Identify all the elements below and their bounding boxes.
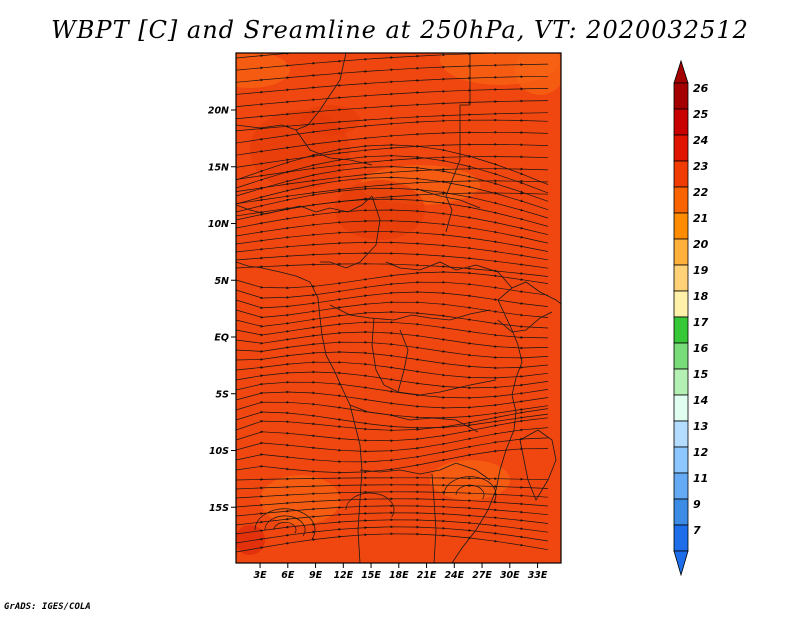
colorbar-cell [673, 342, 689, 370]
lon-tick-label: 6E [281, 570, 295, 581]
lon-tick-label: 9E [309, 570, 323, 581]
colorbar-label: 9 [693, 498, 701, 511]
colorbar-label: 22 [693, 186, 709, 199]
coastline [519, 429, 557, 501]
colorbar-cell [673, 108, 689, 136]
colorbar-label: 19 [693, 264, 709, 277]
colorbar-cell [673, 290, 689, 318]
streamline [236, 251, 549, 269]
colorbar-label: 24 [693, 134, 708, 147]
colorbar-label: 16 [693, 342, 709, 355]
colorbar-label: 23 [693, 160, 709, 173]
coastline [359, 462, 491, 481]
colorbar-cell [673, 394, 689, 422]
streamline [236, 504, 549, 517]
colorbar-cell [673, 420, 689, 448]
field-patch [515, 53, 561, 95]
colorbar-cell [673, 160, 689, 188]
colorbar-cell [673, 238, 689, 266]
colorbar-bottom-arrow [673, 550, 689, 577]
lat-tick-label: 15S [209, 503, 229, 514]
coastline [419, 189, 481, 209]
colorbar-cell [673, 524, 689, 552]
coastline [445, 53, 471, 233]
colorbar-label: 13 [693, 420, 709, 433]
coastline [236, 124, 373, 166]
colorbar-cell [673, 82, 689, 110]
lat-tick-label: EQ [214, 333, 229, 344]
streamline [236, 476, 549, 481]
colorbar-label: 21 [693, 212, 708, 225]
colorbar-label: 11 [693, 472, 708, 485]
lat-tick-label: 15N [208, 162, 229, 173]
field-patch [236, 525, 265, 555]
colorbar-cell [673, 472, 689, 500]
coastline [236, 195, 373, 215]
streamlines [236, 53, 549, 553]
lat-tick-label: 10N [208, 219, 229, 230]
lat-tick-label: 10S [209, 446, 229, 457]
coastline [295, 53, 347, 131]
chart-title: WBPT [C] and Sreamline at 250hPa, VT: 20… [51, 16, 749, 44]
coastline [320, 195, 381, 269]
coastline [451, 299, 523, 563]
coastline [497, 311, 553, 333]
coastline [329, 304, 491, 321]
colorbar-cell [673, 186, 689, 214]
colorbar-top-arrow [673, 59, 689, 84]
colorbar-label: 25 [693, 108, 709, 121]
streamline [236, 532, 549, 553]
field-patch [260, 475, 340, 525]
coastlines-borders [236, 53, 561, 563]
colorbar-label: 15 [693, 368, 709, 381]
colorbar-cell [673, 446, 689, 474]
lon-tick-label: 30E [500, 570, 520, 581]
coastline [431, 473, 437, 563]
lon-tick-label: 33E [528, 570, 548, 581]
colorbar-label: 14 [693, 394, 708, 407]
lon-tick-label: 24E [444, 570, 464, 581]
colorbar-label: 12 [693, 446, 709, 459]
colorbar-cell [673, 498, 689, 526]
lon-tick-label: 12E [333, 570, 353, 581]
lat-tick-label: 20N [208, 106, 229, 117]
colorbar-cell [673, 264, 689, 292]
lon-tick-label: 18E [389, 570, 409, 581]
colorbar-label: 20 [693, 238, 709, 251]
grads-credit: GrADS: IGES/COLA [4, 602, 91, 612]
lat-tick-label: 5N [214, 276, 229, 287]
wbpt-field [236, 53, 561, 563]
field-patch [300, 105, 360, 135]
coastline [385, 261, 513, 289]
colorbar-label: 18 [693, 290, 709, 303]
lon-tick-label: 3E [253, 570, 267, 581]
streamline [236, 497, 549, 508]
colorbar-cell [673, 212, 689, 240]
streamline [236, 483, 549, 490]
field-patch [236, 53, 290, 88]
streamline [236, 490, 549, 499]
coastline [349, 404, 479, 433]
streamline [236, 447, 549, 474]
axis-ticks: 3E 6E 9E 12E 15E 18E 21E 24E 27E 30E 33E 20N 15N 10N 5… [208, 106, 548, 582]
colorbar-cell [673, 316, 689, 344]
colorbar-label: 17 [693, 316, 709, 329]
colorbar-label: 26 [693, 82, 709, 95]
coastline [497, 281, 561, 305]
lat-tick-label: 5S [216, 389, 230, 400]
colorbar-label: 7 [693, 524, 701, 537]
colorbar-cell [673, 368, 689, 396]
coastline [397, 329, 409, 393]
colorbar-cell [673, 134, 689, 162]
lon-tick-label: 15E [361, 570, 381, 581]
lon-tick-label: 27E [472, 570, 492, 581]
streamline [236, 241, 549, 261]
lon-tick-label: 21E [417, 570, 437, 581]
colorbar: 26 25 24 23 22 21 20 19 18 17 16 15 14 13 12 11 9 7 [673, 59, 709, 577]
